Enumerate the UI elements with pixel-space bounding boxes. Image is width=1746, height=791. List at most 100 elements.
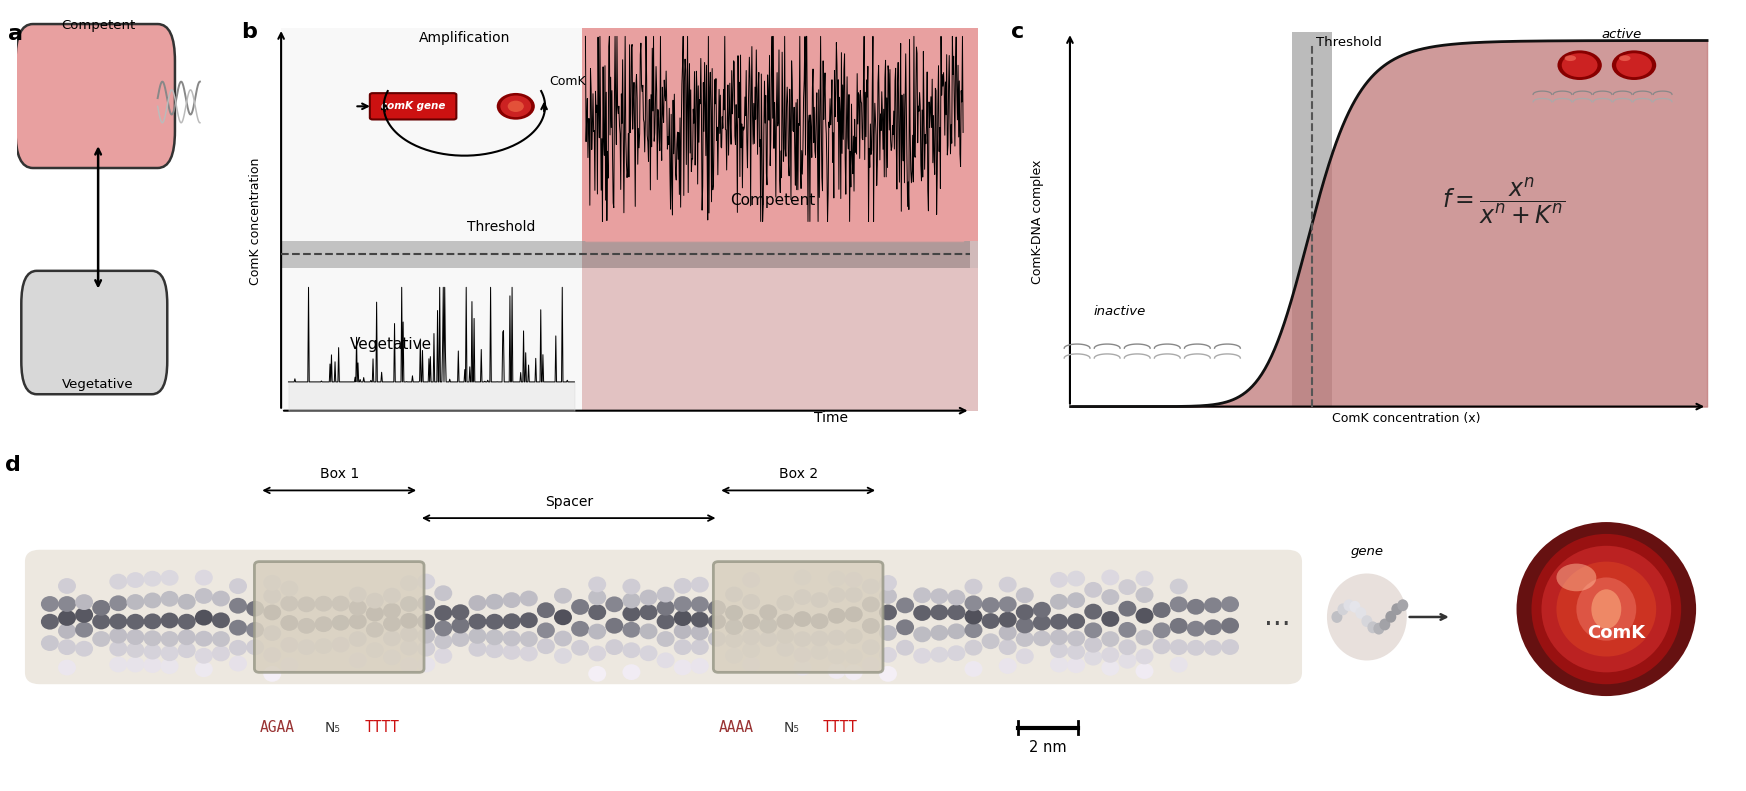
Ellipse shape <box>400 626 417 642</box>
Ellipse shape <box>1067 657 1084 673</box>
Ellipse shape <box>588 623 606 639</box>
Ellipse shape <box>571 599 588 615</box>
Ellipse shape <box>622 579 641 595</box>
Ellipse shape <box>981 613 999 629</box>
Ellipse shape <box>332 637 349 653</box>
Ellipse shape <box>999 596 1016 612</box>
Ellipse shape <box>553 609 573 625</box>
Ellipse shape <box>691 596 709 612</box>
Text: $f = \dfrac{x^n}{x^n + K^n}$: $f = \dfrac{x^n}{x^n + K^n}$ <box>1442 176 1564 226</box>
Text: AGAA: AGAA <box>260 721 295 735</box>
Ellipse shape <box>793 647 812 663</box>
Ellipse shape <box>75 607 93 623</box>
Ellipse shape <box>58 610 77 626</box>
Ellipse shape <box>349 587 367 603</box>
Ellipse shape <box>999 611 1016 627</box>
Ellipse shape <box>110 596 127 611</box>
Ellipse shape <box>674 660 691 676</box>
Text: Vegetative: Vegetative <box>63 378 134 391</box>
Ellipse shape <box>110 657 127 672</box>
Ellipse shape <box>468 641 487 657</box>
Ellipse shape <box>1397 600 1409 611</box>
Ellipse shape <box>742 657 760 672</box>
Ellipse shape <box>760 618 777 634</box>
Ellipse shape <box>878 604 897 620</box>
Ellipse shape <box>1619 55 1631 61</box>
Ellipse shape <box>93 631 110 647</box>
Ellipse shape <box>178 614 196 630</box>
Ellipse shape <box>40 614 59 630</box>
Ellipse shape <box>1049 642 1069 658</box>
Ellipse shape <box>1067 630 1084 646</box>
Bar <box>581 28 1271 241</box>
Ellipse shape <box>211 591 230 607</box>
Ellipse shape <box>1135 630 1154 645</box>
Ellipse shape <box>503 613 520 629</box>
Ellipse shape <box>1152 602 1170 618</box>
Ellipse shape <box>1084 649 1102 665</box>
Ellipse shape <box>503 644 520 660</box>
Ellipse shape <box>400 613 417 629</box>
Ellipse shape <box>264 647 281 663</box>
Ellipse shape <box>496 93 534 119</box>
Ellipse shape <box>674 578 691 594</box>
Ellipse shape <box>1067 613 1084 629</box>
Ellipse shape <box>161 645 178 661</box>
Ellipse shape <box>1084 582 1102 598</box>
Ellipse shape <box>58 639 77 655</box>
Ellipse shape <box>571 640 588 656</box>
Ellipse shape <box>1220 618 1240 634</box>
Ellipse shape <box>211 631 230 647</box>
Ellipse shape <box>691 611 709 627</box>
Ellipse shape <box>126 614 145 630</box>
Ellipse shape <box>538 602 555 618</box>
Ellipse shape <box>161 658 178 674</box>
Ellipse shape <box>196 648 213 664</box>
Ellipse shape <box>1084 637 1102 653</box>
Ellipse shape <box>588 577 606 592</box>
Ellipse shape <box>417 628 435 644</box>
Ellipse shape <box>110 641 127 657</box>
Ellipse shape <box>1102 611 1119 627</box>
Ellipse shape <box>1374 623 1385 634</box>
Ellipse shape <box>828 649 845 664</box>
Ellipse shape <box>126 572 145 588</box>
Ellipse shape <box>999 577 1016 592</box>
Ellipse shape <box>417 596 435 611</box>
Ellipse shape <box>281 596 299 611</box>
Ellipse shape <box>1564 55 1577 61</box>
Ellipse shape <box>588 666 606 682</box>
Ellipse shape <box>468 595 487 611</box>
Ellipse shape <box>126 594 145 610</box>
Ellipse shape <box>863 596 880 612</box>
Ellipse shape <box>999 625 1016 641</box>
Bar <box>281 28 581 411</box>
Ellipse shape <box>382 603 402 619</box>
Ellipse shape <box>1049 594 1069 610</box>
FancyBboxPatch shape <box>24 550 1303 684</box>
Ellipse shape <box>143 571 161 587</box>
Ellipse shape <box>1170 596 1187 612</box>
Ellipse shape <box>178 642 196 658</box>
Ellipse shape <box>1119 639 1137 655</box>
Ellipse shape <box>777 641 794 657</box>
Ellipse shape <box>777 595 794 611</box>
Ellipse shape <box>1205 597 1222 613</box>
Ellipse shape <box>639 589 658 605</box>
Ellipse shape <box>1392 604 1402 615</box>
Ellipse shape <box>349 653 367 668</box>
Text: c: c <box>1011 22 1023 42</box>
Bar <box>581 267 1271 411</box>
Ellipse shape <box>896 597 915 613</box>
Ellipse shape <box>793 631 812 647</box>
Ellipse shape <box>1119 579 1137 595</box>
Ellipse shape <box>1135 663 1154 679</box>
Ellipse shape <box>75 594 93 610</box>
Ellipse shape <box>367 592 384 608</box>
Ellipse shape <box>981 634 999 649</box>
Ellipse shape <box>1337 604 1348 615</box>
Ellipse shape <box>845 664 863 680</box>
Ellipse shape <box>1119 653 1137 668</box>
Ellipse shape <box>485 614 503 630</box>
Ellipse shape <box>143 592 161 608</box>
